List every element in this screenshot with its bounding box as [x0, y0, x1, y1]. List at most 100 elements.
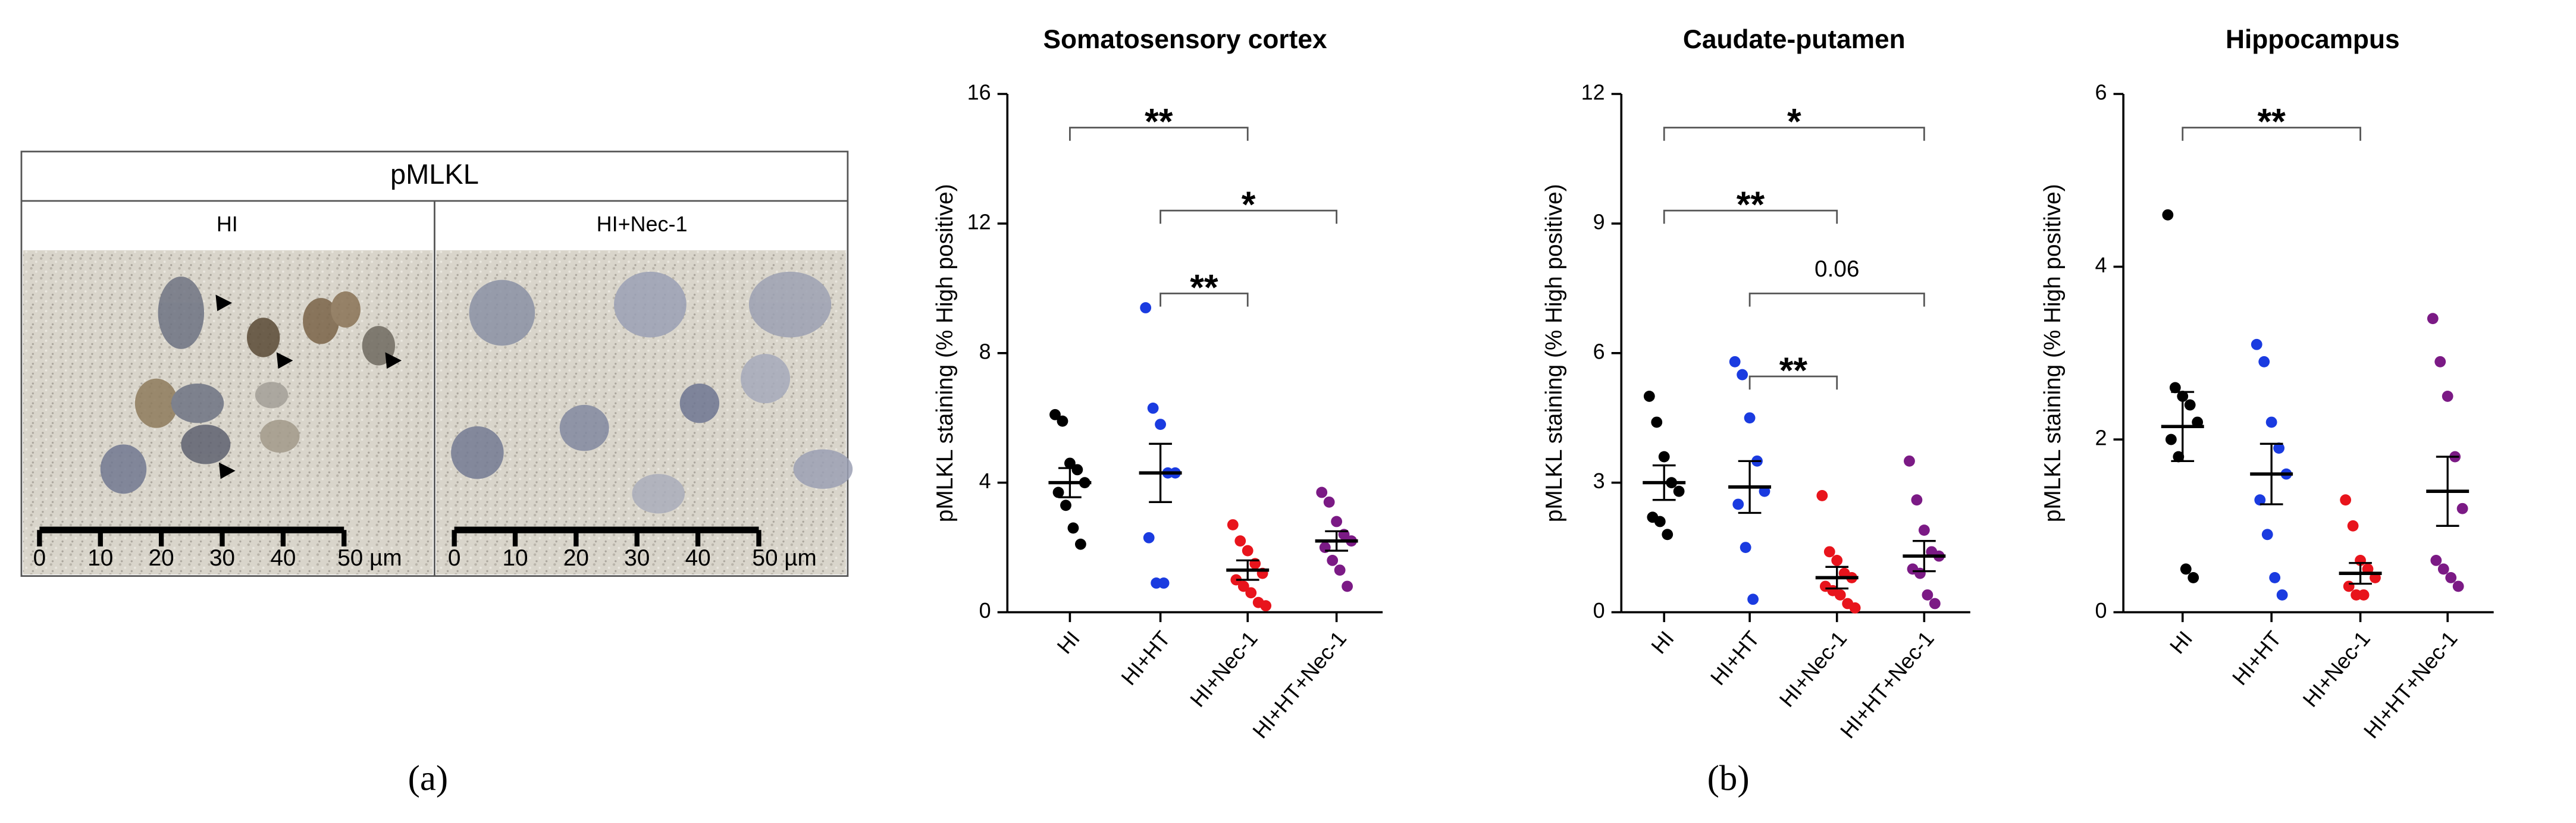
y-tick-label: 12	[1581, 80, 1605, 105]
scale-label: 30	[624, 545, 650, 571]
data-point	[1237, 580, 1249, 592]
data-point	[1155, 419, 1166, 431]
significance-bracket	[1748, 293, 1925, 307]
y-tick-label: 0	[1593, 598, 1605, 623]
y-tick-label: 9	[1593, 209, 1605, 234]
data-point	[2165, 434, 2177, 445]
significance-label: **	[1145, 101, 1173, 142]
data-point	[2273, 442, 2285, 454]
data-point	[1834, 589, 1846, 601]
data-point	[1816, 490, 1828, 501]
significance-bracket	[1748, 375, 1838, 390]
significance-bracket	[1159, 209, 1338, 224]
x-tick-label: HI+HT+Nec-1	[2359, 626, 2462, 743]
significance-bracket	[2182, 127, 2361, 141]
data-point	[1334, 564, 1346, 576]
data-point	[1643, 391, 1655, 402]
scale-label: 10	[87, 545, 113, 571]
chart-title: Hippocampus	[2226, 25, 2400, 54]
data-point	[2276, 589, 2288, 601]
data-point	[2254, 494, 2266, 506]
y-tick-label: 6	[1593, 339, 1605, 363]
data-point	[1654, 516, 1666, 527]
data-point	[1929, 598, 1941, 610]
data-point	[2180, 563, 2192, 575]
data-point	[2445, 572, 2457, 583]
panel-caption: (b)	[1707, 758, 1750, 798]
significance-label: **	[1190, 267, 1218, 307]
data-point	[1052, 486, 1064, 498]
data-point	[1729, 356, 1741, 367]
data-point	[2343, 580, 2355, 592]
x-tick-label: HI	[1052, 626, 1085, 658]
data-point	[1074, 538, 1086, 550]
data-point	[1651, 416, 1663, 428]
data-point	[1911, 494, 1923, 506]
data-point	[2340, 494, 2352, 506]
scale-label: 20	[149, 545, 174, 571]
cells	[100, 271, 853, 514]
data-point	[2427, 313, 2439, 325]
data-point	[2162, 209, 2174, 221]
data-point	[2358, 589, 2370, 601]
panel-caption: (a)	[408, 758, 449, 798]
significance-label: *	[1242, 184, 1256, 225]
data-point	[1323, 496, 1335, 508]
scale-label: 30	[209, 545, 235, 571]
significance-label: 0.06	[1815, 256, 1859, 282]
data-point	[1158, 577, 1170, 589]
data-point	[1147, 402, 1159, 414]
data-point	[1658, 451, 1670, 463]
data-point	[1918, 524, 1930, 536]
data-point	[1060, 500, 1071, 511]
x-tick-label: HI+Nec-1	[1775, 626, 1852, 711]
data-point	[1823, 546, 1835, 558]
data-point	[1143, 532, 1155, 544]
y-tick-label: 8	[979, 339, 991, 363]
data-point	[1260, 600, 1272, 612]
chart-title: Caudate-putamen	[1683, 25, 1906, 54]
x-tick-label: HI+HT	[1116, 626, 1175, 690]
data-point	[1831, 554, 1843, 566]
scale-label: 0	[448, 545, 461, 571]
data-point	[2258, 356, 2270, 367]
data-point	[2184, 399, 2196, 411]
data-point	[1922, 589, 1933, 601]
panel-title: pMLKL	[390, 158, 479, 190]
significance-bracket	[1069, 127, 1249, 141]
data-point	[2265, 416, 2277, 428]
significance-label: **	[1779, 350, 1808, 391]
scale-label: 0	[33, 545, 46, 571]
data-point	[2442, 391, 2453, 402]
chart-title: Somatosensory cortex	[1043, 25, 1327, 54]
significance-label: *	[1787, 101, 1801, 142]
y-tick-label: 0	[979, 598, 991, 623]
x-tick-label: HI	[1646, 626, 1679, 658]
scale-label: 20	[563, 545, 589, 571]
data-point	[1071, 464, 1083, 476]
data-point	[1662, 529, 1674, 541]
data-point	[1327, 554, 1339, 566]
data-point	[2456, 502, 2468, 514]
x-tick-label: HI	[2165, 626, 2198, 658]
micrograph-panel: pMLKL HI HI+Nec-1	[20, 150, 853, 577]
scale-label: 50 µm	[752, 545, 816, 571]
data-point	[1057, 415, 1068, 427]
significance-label: **	[2257, 101, 2286, 142]
data-point	[1747, 593, 1759, 605]
y-axis-label: pMLKL staining (% High positive)	[1541, 184, 1567, 522]
data-point	[2434, 356, 2446, 367]
y-axis-label: pMLKL staining (% High positive)	[2040, 184, 2066, 522]
data-point	[1732, 498, 1744, 510]
data-point	[2188, 572, 2199, 583]
column-label: HI	[217, 212, 238, 236]
scale-label: 40	[270, 545, 296, 571]
x-tick-label: HI+Nec-1	[2298, 626, 2375, 711]
data-point	[1342, 580, 1353, 592]
x-tick-label: HI+HT+Nec-1	[1835, 626, 1939, 743]
data-point	[1064, 457, 1076, 469]
data-point	[1227, 519, 1239, 530]
scale-label: 50 µm	[337, 545, 402, 571]
data-point	[2261, 529, 2273, 541]
